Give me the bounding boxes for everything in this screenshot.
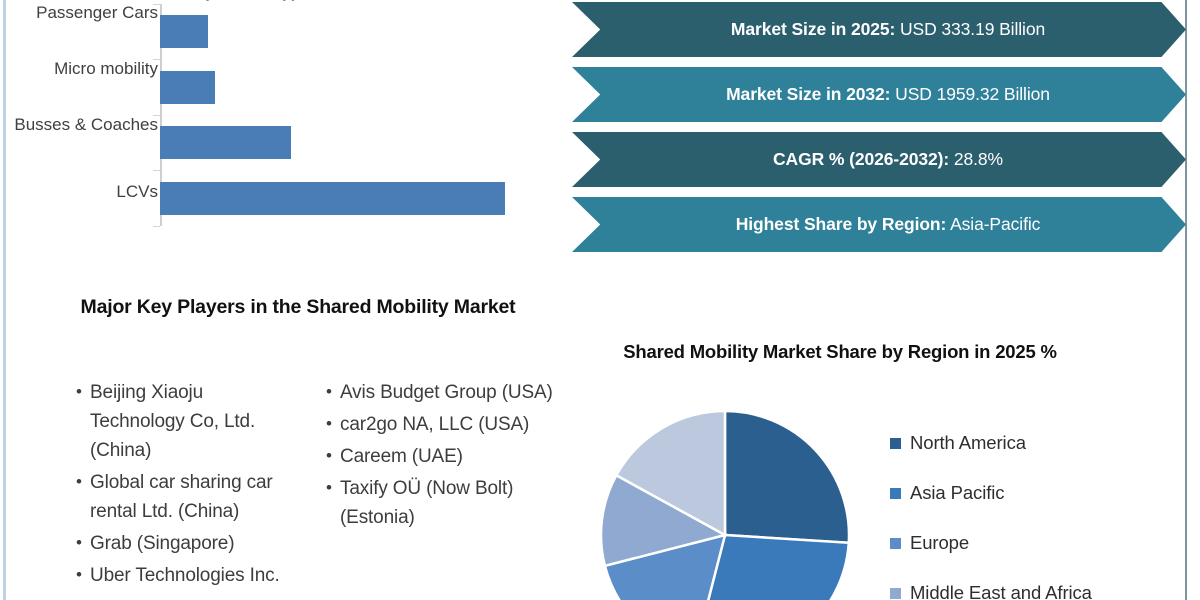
bar-chart-title: by Vehicle Type, in 2025 <box>12 0 552 2</box>
pie-legend: North America Asia Pacific Europe Middle… <box>890 418 1180 600</box>
market-highlight-banners: Market Size in 2025: USD 333.19 Billion … <box>572 2 1188 264</box>
pie-slice <box>614 410 727 538</box>
pie-svg <box>600 410 850 600</box>
key-players-columns: Beijing Xiaoju Technology Co, Ltd. (Chin… <box>18 377 578 593</box>
list-item: car2go NA, LLC (USA) <box>326 409 578 439</box>
bar-lcvs <box>160 181 506 215</box>
bar-row <box>160 60 540 116</box>
key-players-section: Major Key Players in the Shared Mobility… <box>18 288 578 600</box>
banner-label: CAGR % (2026-2032): <box>773 149 950 169</box>
bar-label-busses-coaches: Busses & Coaches <box>14 115 158 134</box>
bar-busses-coaches <box>160 126 292 159</box>
region-share-pie-chart: Shared Mobility Market Share by Region i… <box>580 330 1190 600</box>
list-item: Global car sharing car rental Ltd. (Chin… <box>76 467 298 526</box>
list-item: Avis Budget Group (USA) <box>326 377 578 407</box>
list-item: Taxify OÜ (Now Bolt) (Estonia) <box>326 473 578 532</box>
key-players-list-right: Avis Budget Group (USA) car2go NA, LLC (… <box>308 377 578 532</box>
banner-cagr: CAGR % (2026-2032): 28.8% <box>572 132 1186 187</box>
legend-swatch-icon <box>890 487 901 499</box>
bar-row <box>160 171 540 227</box>
banner-text: Market Size in 2025: USD 333.19 Billion <box>713 19 1045 40</box>
banner-label: Market Size in 2025: <box>730 19 896 39</box>
banner-market-size-2025: Market Size in 2025: USD 333.19 Billion <box>572 2 1186 57</box>
page-left-border <box>3 0 6 600</box>
bar-chart-value-axis <box>160 4 162 226</box>
banner-market-size-2032: Market Size in 2032: USD 1959.32 Billion <box>572 67 1186 122</box>
banner-text: Market Size in 2032: USD 1959.32 Billion <box>708 84 1050 105</box>
bar-row <box>160 115 540 171</box>
axis-tick <box>153 170 160 171</box>
legend-item-asia-pacific: Asia Pacific <box>890 468 1180 518</box>
legend-swatch-icon <box>890 587 901 599</box>
legend-label: Asia Pacific <box>910 482 1005 503</box>
list-item: Careem (UAE) <box>326 441 578 471</box>
bar-micro-mobility <box>160 70 216 104</box>
axis-tick <box>153 115 160 116</box>
legend-swatch-icon <box>890 437 901 449</box>
legend-item-middle-east-and-africa: Middle East and Africa <box>890 568 1180 600</box>
banner-value: USD 1959.32 Billion <box>895 84 1050 104</box>
banner-value: USD 333.19 Billion <box>900 19 1046 39</box>
pie-graphic <box>600 410 850 600</box>
legend-swatch-icon <box>890 537 901 549</box>
bar-label-micro-mobility: Micro mobility <box>54 59 158 78</box>
legend-label: Middle East and Africa <box>910 582 1092 600</box>
vehicle-type-bar-chart: by Vehicle Type, in 2025 Passenger Cars … <box>12 0 552 260</box>
banner-label: Market Size in 2032: <box>726 84 891 104</box>
key-players-column-right: Avis Budget Group (USA) car2go NA, LLC (… <box>298 377 578 593</box>
bar-label-passenger-cars: Passenger Cars <box>36 3 158 22</box>
pie-chart-title: Shared Mobility Market Share by Region i… <box>623 341 1057 362</box>
key-players-title: Major Key Players in the Shared Mobility… <box>80 296 516 318</box>
list-item: Uber Technologies Inc. <box>76 560 298 590</box>
pie-slice <box>707 533 850 600</box>
legend-item-north-america: North America <box>890 418 1180 468</box>
bar-passenger-cars <box>160 15 209 48</box>
legend-label: North America <box>910 432 1026 453</box>
banner-highest-share-region: Highest Share by Region: Asia-Pacific <box>572 197 1186 252</box>
key-players-list-left: Beijing Xiaoju Technology Co, Ltd. (Chin… <box>58 377 298 590</box>
bar-label-lcvs: LCVs <box>116 182 158 201</box>
pie-slice <box>603 533 727 600</box>
key-players-column-left: Beijing Xiaoju Technology Co, Ltd. (Chin… <box>18 377 298 593</box>
pie-slice <box>600 473 729 568</box>
banner-value: 28.8% <box>953 149 1003 169</box>
bar-row <box>160 4 540 60</box>
page-right-border <box>1185 0 1187 600</box>
list-item: Beijing Xiaoju Technology Co, Ltd. (Chin… <box>76 377 298 465</box>
axis-tick <box>153 59 160 60</box>
list-item: Grab (Singapore) <box>76 528 298 558</box>
bar-chart-plot-area <box>160 4 540 226</box>
legend-item-europe: Europe <box>890 518 1180 568</box>
banner-label: Highest Share by Region: <box>735 214 947 234</box>
axis-tick <box>153 226 160 227</box>
banner-value: Asia-Pacific <box>950 214 1041 234</box>
banner-text: Highest Share by Region: Asia-Pacific <box>718 214 1041 235</box>
axis-tick <box>153 4 160 5</box>
pie-slice <box>723 410 850 545</box>
legend-label: Europe <box>910 532 970 553</box>
banner-text: CAGR % (2026-2032): 28.8% <box>755 149 1003 170</box>
